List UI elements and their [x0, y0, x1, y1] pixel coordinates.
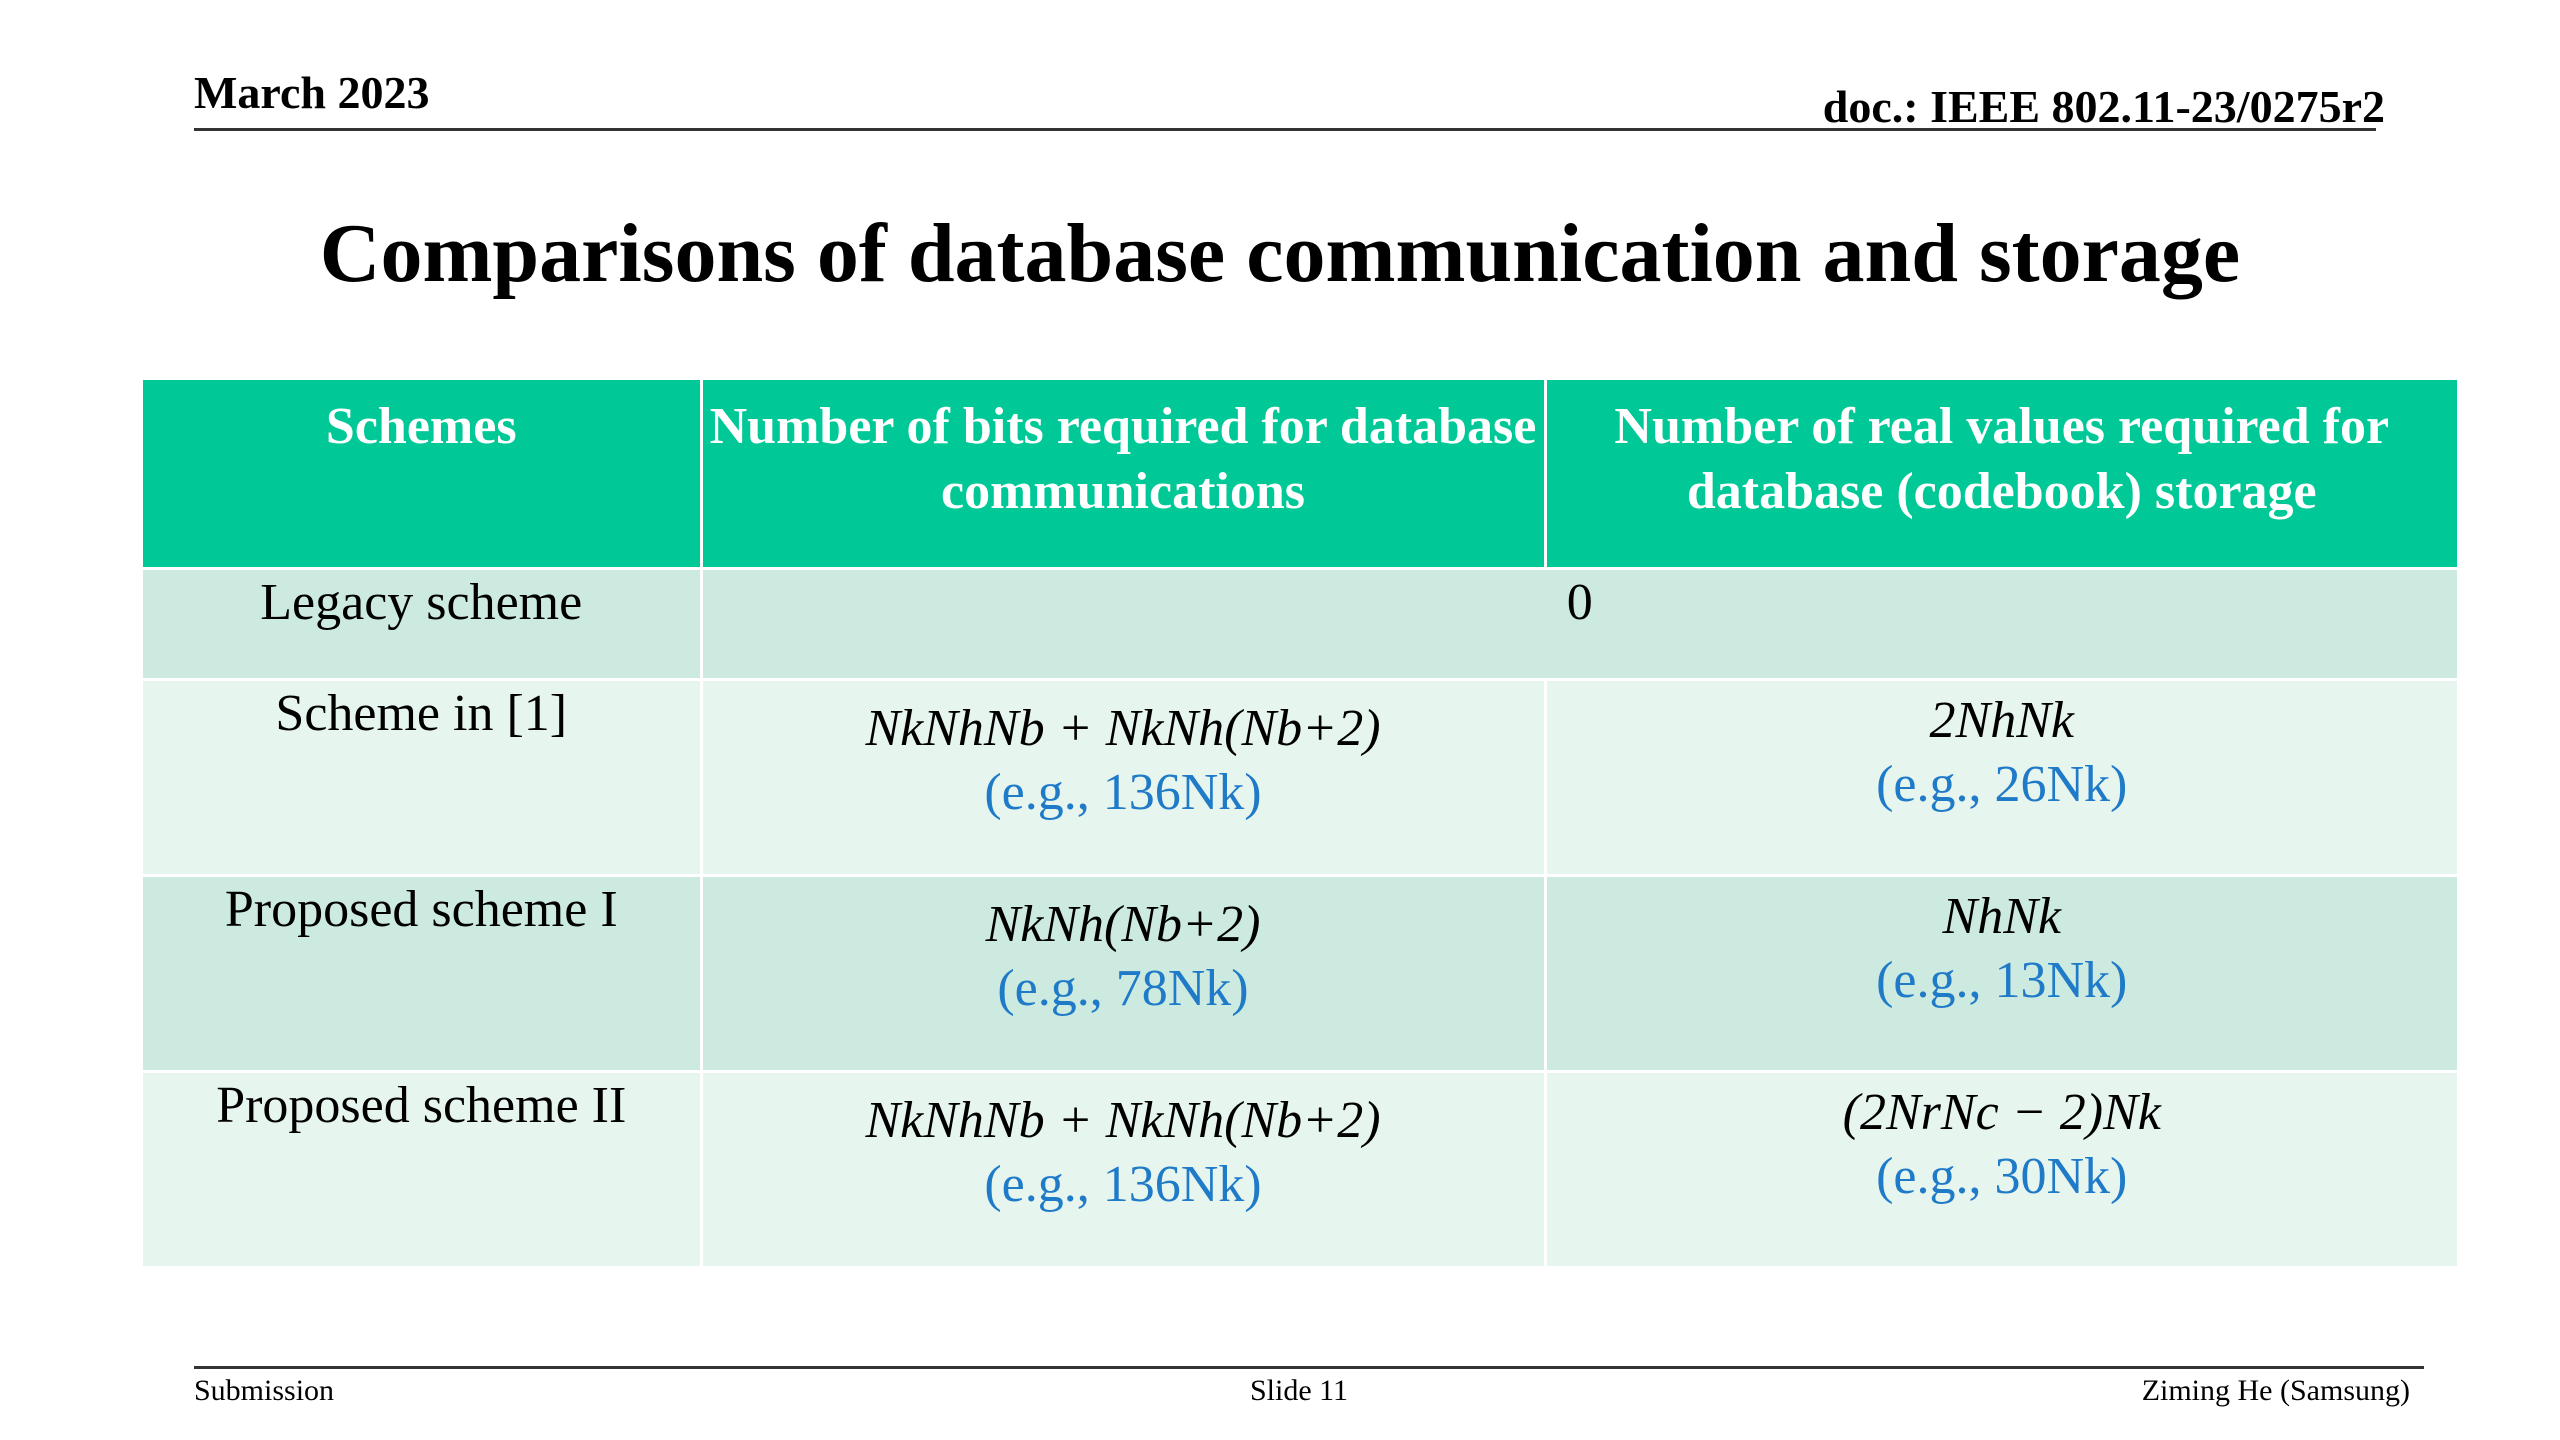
comparison-table: Schemes Number of bits required for data…	[143, 380, 2457, 1269]
scheme-name: Scheme in [1]	[143, 679, 703, 877]
header-schemes: Schemes	[143, 380, 703, 570]
bits-formula: NkNhNb + NkNh(Nb+2)	[865, 1091, 1381, 1149]
table-row: Proposed scheme I NkNh(Nb+2) (e.g., 78Nk…	[143, 875, 2457, 1073]
scheme-name: Legacy scheme	[143, 568, 703, 681]
footer-slide-number: Slide 11	[1249, 1374, 1349, 1407]
values-formula: (2NrNc − 2)Nk	[1842, 1083, 2161, 1141]
values-formula: NhNk	[1942, 887, 2061, 945]
values-cell: 2NhNk (e.g., 26Nk)	[1545, 679, 2457, 877]
header-bits: Number of bits required for database com…	[701, 380, 1547, 570]
header-values: Number of real values required for datab…	[1545, 380, 2457, 570]
footer-author: Ziming He (Samsung)	[2141, 1374, 2410, 1407]
bits-example: (e.g., 136Nk)	[984, 763, 1262, 821]
scheme-name: Proposed scheme II	[143, 1071, 703, 1269]
values-cell: (2NrNc − 2)Nk (e.g., 30Nk)	[1545, 1071, 2457, 1269]
header-divider	[194, 128, 2376, 131]
table-row: Legacy scheme 0	[143, 568, 2457, 681]
footer-submission: Submission	[194, 1374, 335, 1407]
values-formula: 2NhNk	[1929, 691, 2074, 749]
header-date: March 2023	[194, 67, 430, 118]
values-example: (e.g., 26Nk)	[1876, 755, 2128, 813]
table-row: Proposed scheme II NkNhNb + NkNh(Nb+2) (…	[143, 1071, 2457, 1269]
values-example: (e.g., 30Nk)	[1876, 1147, 2128, 1205]
legacy-value: 0	[701, 568, 2457, 681]
table-header-row: Schemes Number of bits required for data…	[143, 380, 2457, 570]
footer-divider	[194, 1366, 2424, 1369]
bits-cell: NkNh(Nb+2) (e.g., 78Nk)	[701, 875, 1547, 1073]
header-doc-id: doc.: IEEE 802.11-23/0275r2	[1822, 81, 2385, 132]
scheme-name: Proposed scheme I	[143, 875, 703, 1073]
slide-title: Comparisons of database communication an…	[319, 207, 2241, 300]
bits-formula: NkNhNb + NkNh(Nb+2)	[865, 699, 1381, 757]
values-example: (e.g., 13Nk)	[1876, 951, 2128, 1009]
bits-example: (e.g., 136Nk)	[984, 1155, 1262, 1213]
table-row: Scheme in [1] NkNhNb + NkNh(Nb+2) (e.g.,…	[143, 679, 2457, 877]
bits-cell: NkNhNb + NkNh(Nb+2) (e.g., 136Nk)	[701, 1071, 1547, 1269]
bits-cell: NkNhNb + NkNh(Nb+2) (e.g., 136Nk)	[701, 679, 1547, 877]
bits-formula: NkNh(Nb+2)	[985, 895, 1261, 953]
values-cell: NhNk (e.g., 13Nk)	[1545, 875, 2457, 1073]
bits-example: (e.g., 78Nk)	[997, 959, 1249, 1017]
